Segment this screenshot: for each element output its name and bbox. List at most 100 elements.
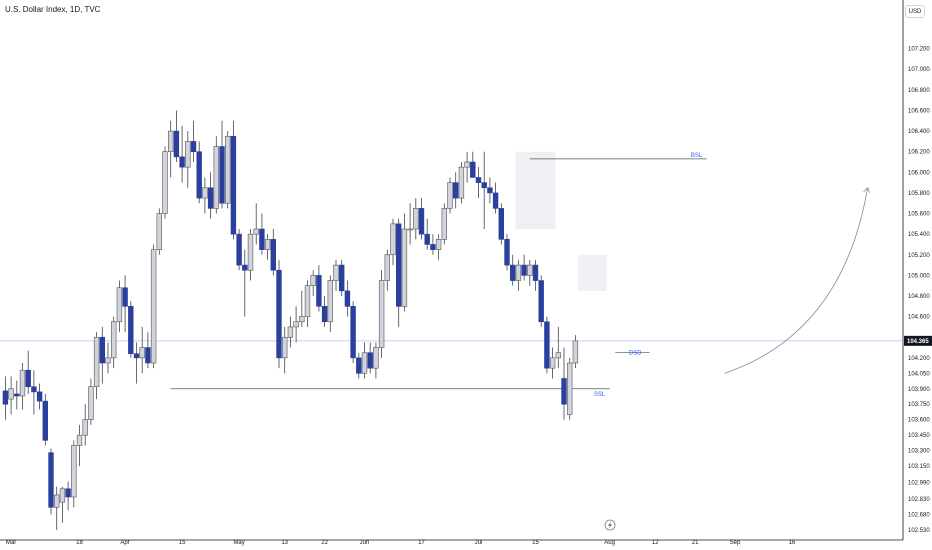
candle-body[interactable] [162,151,168,214]
candle-body[interactable] [441,208,447,240]
candle-body[interactable] [395,223,402,307]
candle-body[interactable] [475,177,482,183]
candle-body[interactable] [304,285,311,317]
candle-body[interactable] [179,156,185,168]
candle-body[interactable] [378,280,385,348]
candle-body[interactable] [338,264,345,292]
candle-body[interactable] [384,254,390,281]
candle-body[interactable] [247,233,254,271]
candle-body[interactable] [230,135,237,235]
candle-body[interactable] [538,280,544,323]
zone-box[interactable] [515,151,556,230]
candle-body[interactable] [373,347,379,369]
candle-body[interactable] [515,264,522,281]
candle-body[interactable] [344,290,351,307]
candle-body[interactable] [299,316,305,323]
candle-body[interactable] [276,269,282,359]
zone-box[interactable] [578,254,607,291]
candle-body[interactable] [71,445,77,498]
candle-body[interactable] [99,336,106,364]
candle-body[interactable] [270,239,276,271]
candle-body[interactable] [321,306,328,323]
candle-body[interactable] [418,208,425,235]
candle-body[interactable] [59,488,66,503]
candle-body[interactable] [407,228,413,231]
candle-body[interactable] [82,419,88,436]
candle-body[interactable] [487,187,493,194]
candle-body[interactable] [424,233,430,245]
candle-body[interactable] [173,130,180,158]
currency-badge[interactable]: USD [905,5,925,18]
candle-body[interactable] [293,321,299,328]
candle-body[interactable] [401,228,408,307]
candle-body[interactable] [458,166,465,199]
candle-body[interactable] [202,187,208,199]
candle-body[interactable] [435,239,442,250]
candle-body[interactable] [367,352,373,369]
candle-body[interactable] [447,182,453,209]
candle-body[interactable] [498,208,504,240]
candle-body[interactable] [527,264,533,276]
candle-body[interactable] [19,369,26,397]
candle-body[interactable] [111,321,117,359]
candle-body[interactable] [31,386,37,393]
candle-body[interactable] [555,352,562,359]
candle-body[interactable] [253,228,259,235]
candle-body[interactable] [25,369,31,388]
candle-body[interactable] [105,357,111,364]
candle-body[interactable] [213,146,219,209]
candle-body[interactable] [532,264,539,281]
candle-body[interactable] [236,233,242,266]
candle-body[interactable] [521,264,527,276]
candle-body[interactable] [207,187,214,209]
candle-body[interactable] [452,182,459,199]
candle-body[interactable] [281,336,288,359]
candle-body[interactable] [390,223,396,256]
last-price-tag[interactable] [904,335,932,346]
candle-body[interactable] [464,161,470,168]
candle-body[interactable] [53,494,60,508]
candle-body[interactable] [128,306,134,355]
candle-body[interactable] [413,208,419,230]
candle-body[interactable] [122,287,128,307]
candle-body[interactable] [544,321,550,369]
candle-body[interactable] [504,239,510,266]
candle-body[interactable] [93,336,100,388]
candle-body[interactable] [481,182,487,189]
candle-body[interactable] [242,264,248,271]
candle-body[interactable] [566,362,573,415]
candle-body[interactable] [2,390,9,405]
candle-body[interactable] [561,378,567,405]
candle-body[interactable] [150,249,157,364]
candle-body[interactable] [219,146,225,204]
candle-body[interactable] [287,326,294,338]
candle-body[interactable] [8,388,14,400]
candle-body[interactable] [509,264,516,281]
candle-body[interactable] [139,347,145,359]
candle-body[interactable] [549,357,556,369]
candle-body[interactable] [185,141,191,168]
candle-body[interactable] [76,434,83,446]
candle-body[interactable] [361,352,368,374]
candle-body[interactable] [350,306,356,359]
candle-body[interactable] [14,393,20,397]
candle-body[interactable] [42,400,49,441]
candle-body[interactable] [225,135,231,204]
candle-body[interactable] [310,275,316,287]
candle-body[interactable] [116,287,123,323]
candle-body[interactable] [133,353,140,359]
candle-body[interactable] [492,192,499,209]
candle-body[interactable] [88,386,94,421]
candle-body[interactable] [572,340,579,364]
candle-body[interactable] [168,130,174,152]
candle-body[interactable] [356,357,362,374]
candle-body[interactable] [36,391,43,402]
candle-body[interactable] [190,141,197,152]
candle-body[interactable] [264,239,271,250]
symbol-title[interactable]: U.S. Dollar Index, 1D, TVC [5,5,101,14]
candle-body[interactable] [430,244,436,250]
candle-body[interactable] [48,452,54,508]
candle-body[interactable] [65,488,71,498]
